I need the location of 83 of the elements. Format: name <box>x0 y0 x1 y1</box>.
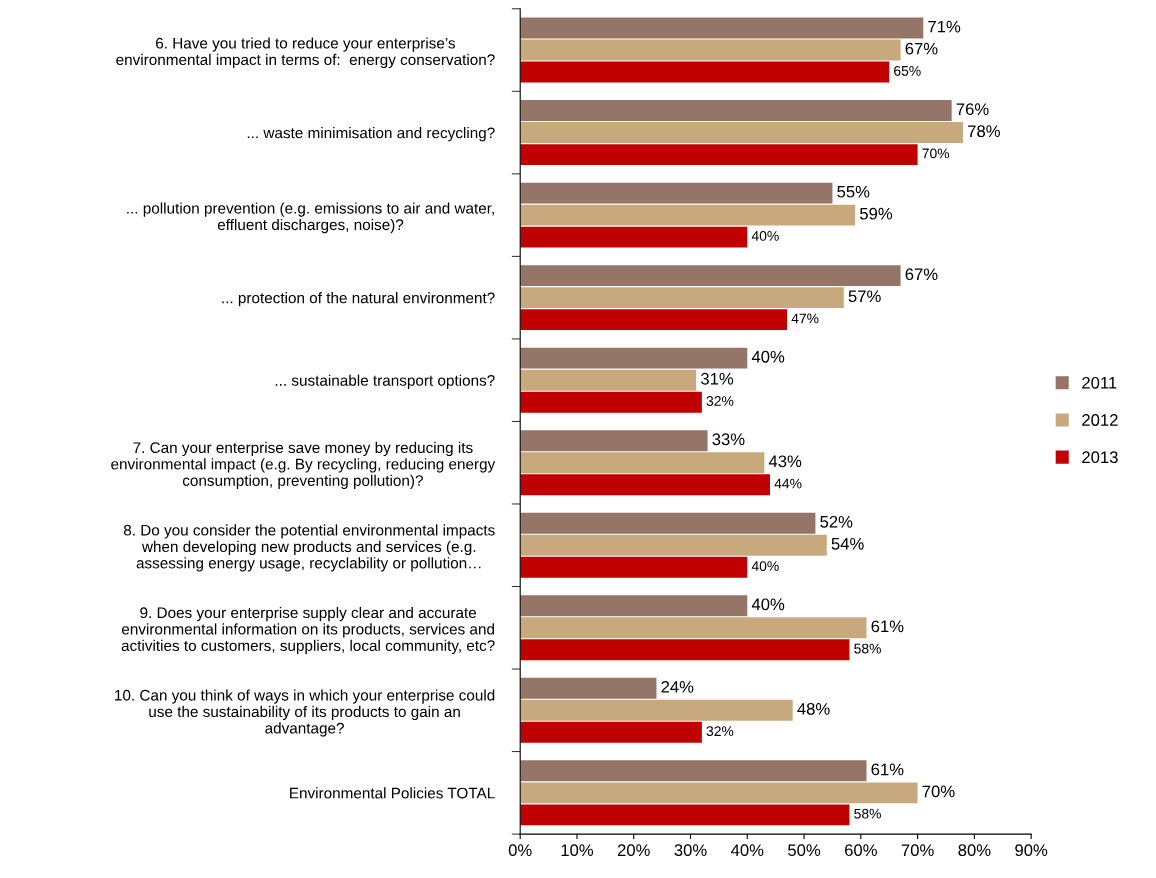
bar <box>520 204 856 226</box>
y-tick-label: 7. Can your enterprise save money by reducing its environmental impact (e.g. By recycling, reducing energy consumption, preventing pollution)? <box>111 441 496 489</box>
data-label: 76% <box>956 103 989 116</box>
data-label: 54% <box>831 537 864 550</box>
bar <box>520 226 748 248</box>
y-tick-label: Environmental Policies TOTAL <box>290 787 495 799</box>
bar <box>520 512 816 534</box>
data-label: 40% <box>751 350 785 363</box>
data-label: 44% <box>774 478 802 489</box>
data-label: 71% <box>928 20 961 33</box>
bar <box>520 534 827 556</box>
bar <box>520 61 890 83</box>
y-tick-label: ... sustainable transport options? <box>275 374 495 389</box>
y-tick-label: 9. Does your enterprise supply clear and accurate environmental information on its products, services and activities to customers, suppliers, local community, etc? <box>121 606 495 655</box>
data-label: 58% <box>854 643 881 654</box>
bar <box>520 265 901 287</box>
x-tick-label: 40% <box>730 844 764 857</box>
bar <box>520 100 952 122</box>
bar <box>520 556 748 578</box>
y-tick-label: ... pollution prevention (e.g. emissions to air and water, effluent discharges, noise)? <box>127 202 494 234</box>
data-label: 40% <box>751 561 779 571</box>
data-label: 24% <box>661 680 694 693</box>
x-tick-label: 60% <box>845 844 877 857</box>
x-tick-label: 70% <box>901 844 934 857</box>
bar <box>520 430 708 452</box>
data-label: 40% <box>751 231 779 241</box>
data-label: 70% <box>922 148 950 159</box>
y-tick-label: ... protection of the natural environment? <box>222 292 495 307</box>
legend-label: 2012 <box>1082 414 1118 426</box>
bar <box>520 782 918 804</box>
data-label: 61% <box>871 763 904 776</box>
y-tick-label: ... waste minimisation and recycling? <box>247 127 495 142</box>
y-tick-label: 6. Have you tried to reduce your enterprise’s environmental impact in terms of: energy conservation? <box>116 37 495 69</box>
data-label: 61% <box>871 620 904 633</box>
data-label: 47% <box>791 313 819 324</box>
data-label: 40% <box>751 598 785 611</box>
data-label: 67% <box>905 42 938 55</box>
bar <box>520 721 702 743</box>
bar <box>520 760 867 782</box>
legend-label: 2013 <box>1082 451 1118 464</box>
y-tick-label: 8. Do you consider the potential environmental impacts when developing new products and services (e.g. assessing energy usage, recyclability or pollution… <box>123 524 495 572</box>
bar <box>520 677 657 699</box>
bar <box>520 287 844 309</box>
bar <box>520 144 918 166</box>
x-tick-label: 90% <box>1015 844 1048 857</box>
bar <box>520 804 850 826</box>
data-label: 32% <box>706 396 734 406</box>
x-tick-label: 0% <box>508 844 532 857</box>
bar <box>520 17 924 39</box>
data-label: 67% <box>905 268 938 281</box>
bar <box>520 391 702 413</box>
bar <box>520 452 765 474</box>
data-label: 31% <box>701 372 734 385</box>
bar <box>520 39 901 61</box>
data-label: 33% <box>712 433 745 446</box>
y-tick-label: 10. Can you think of ways in which your enterprise could use the sustainability of its products to gain an advantage? <box>115 689 495 737</box>
bar <box>520 595 748 617</box>
data-label: 65% <box>894 65 921 76</box>
data-label: 55% <box>837 185 870 198</box>
data-label: 78% <box>968 125 1000 138</box>
data-label: 43% <box>768 455 802 468</box>
bar <box>520 182 833 204</box>
x-tick-label: 50% <box>788 844 821 857</box>
bar <box>520 639 850 661</box>
bar <box>520 699 793 721</box>
bar <box>520 369 697 391</box>
data-label: 52% <box>820 515 853 528</box>
data-label: 32% <box>706 726 734 737</box>
bar <box>520 617 867 639</box>
data-label: 70% <box>922 785 955 798</box>
x-tick-label: 30% <box>674 844 707 857</box>
bar <box>520 122 964 144</box>
bar <box>520 474 770 496</box>
data-label: 58% <box>854 808 881 819</box>
bar <box>520 309 788 331</box>
data-label: 57% <box>848 290 881 303</box>
x-tick-label: 10% <box>561 844 594 857</box>
x-tick-label: 20% <box>617 844 650 857</box>
legend-label: 2011 <box>1082 376 1117 389</box>
data-label: 59% <box>859 207 893 220</box>
bar <box>520 347 748 369</box>
data-label: 48% <box>797 702 830 715</box>
x-tick-label: 80% <box>958 844 991 857</box>
